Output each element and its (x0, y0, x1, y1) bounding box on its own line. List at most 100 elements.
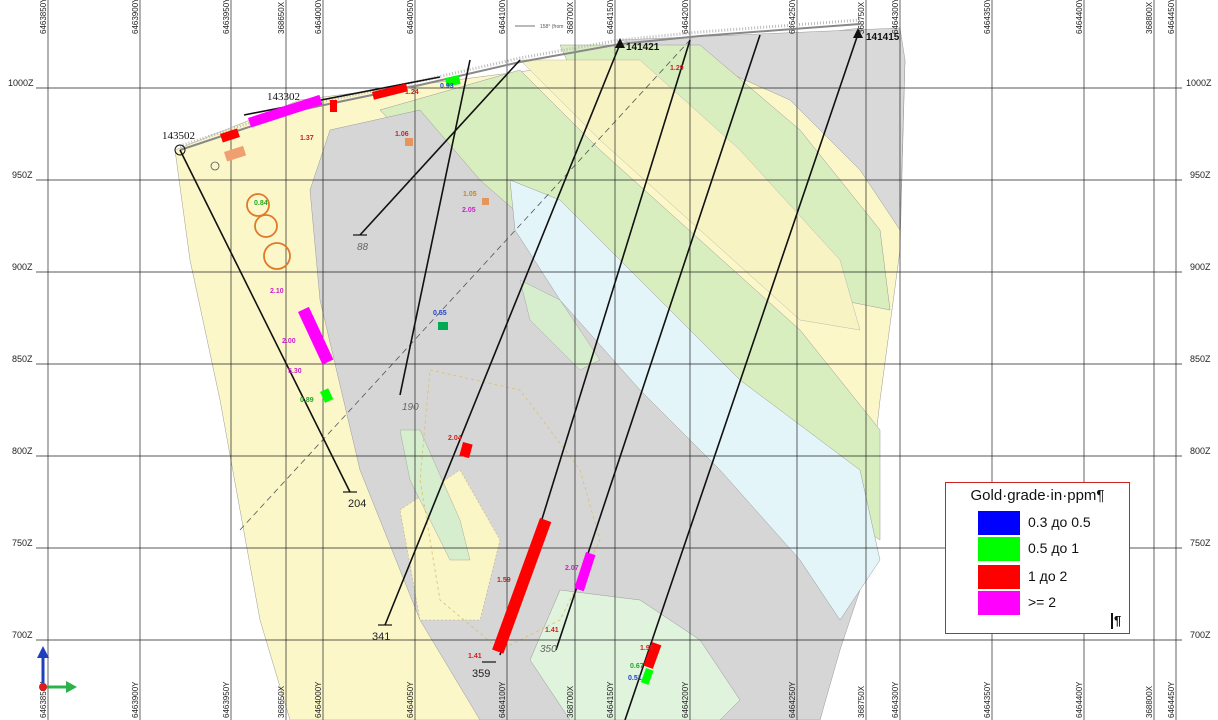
elev-right-950: 950Z (1190, 170, 1211, 180)
end-depth-359: 359 (472, 668, 490, 680)
coord-top-9: 6464200Y (681, 0, 690, 34)
grade-label-4: 2.00 (282, 338, 296, 345)
elev-left-750: 750Z (12, 538, 33, 548)
elev-right-1000: 1000Z (1186, 78, 1212, 88)
end-depth-350: 350 (540, 644, 557, 655)
coord-top-15: 368800X (1145, 1, 1154, 34)
coord-top-11: 368750X (857, 1, 866, 34)
coord-bottom-10: 6464250Y (788, 681, 797, 718)
coord-bottom-9: 6464200Y (681, 681, 690, 718)
coord-top-7: 368700X (566, 1, 575, 34)
drillhole-190-trace (399, 59, 471, 396)
elev-right-700: 700Z (1190, 630, 1211, 640)
coord-top-10: 6464250Y (788, 0, 797, 34)
grade-label-17: 1.24 (405, 89, 419, 96)
elev-left-1000: 1000Z (8, 78, 34, 88)
drillhole-id-143502[interactable]: 143502 (162, 130, 195, 142)
elev-right-750: 750Z (1190, 538, 1211, 548)
elev-left-800: 800Z (12, 446, 33, 456)
drillhole-id-141415[interactable]: 141415 (866, 32, 900, 43)
grade-label-20: 1.37 (300, 135, 314, 142)
coord-bottom-6: 6464100Y (498, 681, 507, 718)
coord-bottom-3: 368650X (277, 685, 286, 718)
grade-intervals (219, 75, 662, 685)
green-lens (399, 429, 471, 561)
end-depth-341: 341 (372, 631, 390, 643)
azimuth-note: 158° (from (540, 24, 563, 30)
coord-bottom-2: 6463950Y (222, 681, 231, 718)
drillhole-141415-trace (624, 33, 859, 720)
coord-top-14: 6464400Y (1075, 0, 1084, 34)
end-depth-88: 88 (357, 242, 369, 253)
grade-label-16: 1.95 (640, 645, 654, 652)
grade-legend: Gold·grade·in·ppm¶ 0.3 до 0.5 0.5 до 1 1… (945, 482, 1130, 634)
end-depth-204: 204 (348, 498, 366, 510)
grade-label-18: 0.93 (440, 83, 454, 90)
elev-right-800: 800Z (1190, 446, 1211, 456)
coord-top-8: 6464150Y (606, 0, 615, 34)
coord-bottom-8: 6464150Y (606, 681, 615, 718)
coord-top-13: 6464350Y (983, 0, 992, 34)
end-depth-190: 190 (402, 402, 419, 413)
drillhole-traces (179, 33, 859, 720)
elevation-labels-left: 1000Z 950Z 900Z 850Z 800Z 750Z 700Z (8, 78, 34, 640)
drillhole-141421-trace (384, 43, 621, 626)
coord-bottom-11: 368750X (857, 685, 866, 718)
elevation-labels-right: 1000Z 950Z 900Z 850Z 800Z 750Z 700Z (1186, 78, 1212, 640)
grade-label-14: 0.55 (433, 310, 447, 317)
drillhole-id-143302[interactable]: 143302 (267, 91, 300, 103)
drillhole-359-trace (555, 34, 761, 651)
elev-left-700: 700Z (12, 630, 33, 640)
grade-label-12: 0.67 (630, 663, 644, 670)
coord-bottom-14: 6464400Y (1075, 681, 1084, 718)
collar-markers (174, 28, 863, 171)
coord-bottom-4: 6464000Y (314, 681, 323, 718)
grade-label-10: 1.41 (545, 627, 559, 634)
grade-label-5: 5.30 (288, 368, 302, 375)
legend-title: Gold·grade·in·ppm¶ (970, 487, 1105, 504)
legend-label-1: 0.5 до 1 (1028, 540, 1079, 556)
axis-indicator (37, 646, 77, 693)
coord-bottom-5: 6464050Y (406, 681, 415, 718)
grade-label-2: 2.05 (462, 207, 476, 214)
grade-label-19: 2.07 (565, 565, 579, 572)
coord-bottom-0: 6463850Y (39, 681, 48, 718)
legend-swatch-magenta (978, 591, 1020, 615)
elev-right-900: 900Z (1190, 262, 1211, 272)
coord-top-16: 6464450Y (1167, 0, 1176, 34)
grade-label-15: 0.84 (254, 200, 268, 207)
coord-bottom-12: 6464300Y (891, 681, 900, 718)
coord-top-0: 6463850Y (39, 0, 48, 34)
elev-left-850: 850Z (12, 354, 33, 364)
grade-label-11: 0.51 (628, 675, 642, 682)
coord-top-6: 6464100Y (498, 0, 507, 34)
grade-label-1: 1.05 (463, 191, 477, 198)
coord-bottom-13: 6464350Y (983, 681, 992, 718)
coord-top-2: 6463950Y (222, 0, 231, 34)
drillhole-id-141421[interactable]: 141421 (626, 42, 660, 53)
coord-bottom-16: 6464450Y (1167, 681, 1176, 718)
coord-bottom-1: 6463900Y (131, 681, 140, 718)
anomaly-circles (246, 193, 291, 270)
drillhole-143302-trace (243, 76, 441, 116)
grade-label-7: 2.04 (448, 435, 462, 442)
lower-ore-lens (419, 369, 601, 651)
grade-label-9: 1.41 (468, 653, 482, 660)
elev-right-850: 850Z (1190, 354, 1211, 364)
legend-label-3: >= 2 (1028, 594, 1057, 610)
grade-label-6: 0.89 (300, 397, 314, 404)
drillhole-end-caps (343, 234, 496, 663)
drillhole-88-trace (359, 59, 521, 236)
coord-top-5: 6464050Y (406, 0, 415, 34)
drillhole-143502-trace (179, 149, 351, 493)
coord-labels-bottom: 6463850Y 6463900Y 6463950Y 368650X 64640… (39, 681, 1176, 718)
green-unit-lower (529, 589, 741, 720)
coord-top-1: 6463900Y (131, 0, 140, 34)
elev-left-950: 950Z (12, 170, 33, 180)
coord-bottom-15: 368800X (1145, 685, 1154, 718)
grade-value-labels: 1.06 1.05 2.05 2.10 2.00 5.30 0.89 2.04 … (254, 65, 684, 682)
topography-hatch (179, 18, 861, 148)
grade-label-13: 1.59 (497, 577, 511, 584)
legend-label-2: 1 до 2 (1028, 568, 1068, 584)
